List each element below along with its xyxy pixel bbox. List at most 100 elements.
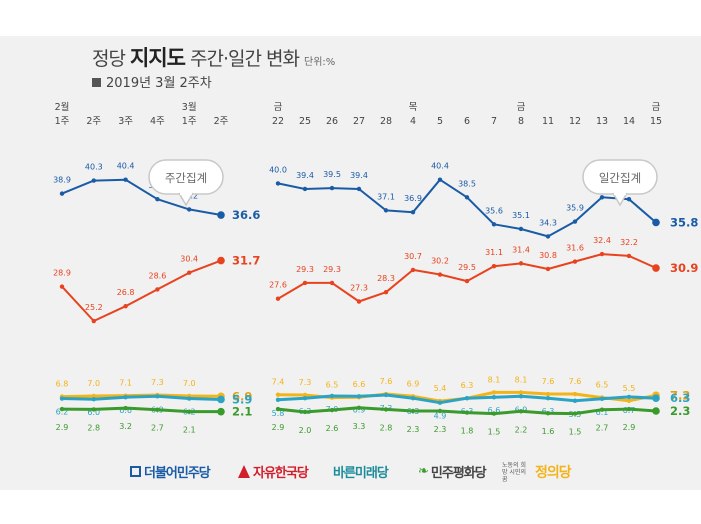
data-label: 29.5 (458, 263, 476, 272)
data-point (275, 406, 281, 412)
data-label: 40.3 (85, 163, 103, 172)
data-label: 25.2 (85, 303, 103, 312)
chart-subtitle: 2019년 3월 2주차 (92, 72, 212, 91)
x-tick-label: 12 (569, 116, 581, 127)
data-label: 30.7 (404, 252, 422, 261)
data-point (91, 178, 97, 183)
data-label: 32.2 (620, 238, 638, 247)
data-label: 28.3 (377, 274, 395, 283)
data-point (217, 256, 225, 265)
data-point (652, 407, 660, 415)
data-point (187, 409, 192, 414)
data-label: 30.2 (431, 257, 449, 266)
end-value-label: 36.6 (232, 208, 260, 222)
unit-label: 단위:% (304, 57, 336, 68)
x-tick-label: 7 (491, 116, 497, 127)
weekly-bubble: 주간집계 (148, 159, 224, 207)
data-point (155, 407, 160, 412)
legend-item: 자유한국당 (238, 462, 309, 481)
series-line-1 (61, 259, 222, 322)
data-label: 29.3 (323, 265, 341, 274)
end-value-label: 2.1 (232, 405, 252, 419)
title-bold: 지지도 (130, 46, 186, 70)
data-point (356, 186, 362, 192)
data-label: 7.6 (380, 377, 393, 386)
data-point (410, 267, 416, 273)
data-label: 7.1 (119, 379, 132, 388)
data-point (59, 406, 65, 412)
data-label: 35.1 (512, 211, 530, 220)
data-point (545, 391, 551, 397)
data-label: 2.6 (326, 424, 339, 433)
data-label: 2.2 (515, 425, 528, 434)
x-tick-label: 4 (410, 116, 416, 127)
data-point (626, 197, 632, 202)
data-label: 39.5 (323, 170, 341, 179)
data-label: 34.3 (539, 218, 557, 227)
data-point (410, 210, 416, 215)
bubble-text: 주간집계 (165, 171, 207, 185)
data-label: 35.9 (566, 204, 584, 213)
x-tick-label: 5 (437, 116, 443, 127)
data-label: 29.3 (296, 265, 314, 274)
data-label: 2.0 (299, 426, 312, 435)
x-tick-label: 1주 (55, 116, 70, 127)
data-label: 38.9 (53, 176, 71, 185)
data-label: 30.4 (180, 255, 198, 264)
x-tick-label: 14 (623, 116, 635, 127)
data-label: 6.3 (461, 381, 474, 390)
bubble-tail-mask (180, 191, 192, 195)
x-tick-label: 금 (274, 102, 283, 113)
data-point (652, 264, 660, 272)
square-bullet-icon (92, 78, 101, 87)
data-point (545, 234, 551, 239)
data-label: 40.4 (431, 162, 449, 171)
data-point (599, 251, 605, 257)
x-tick-label: 8 (518, 116, 524, 127)
data-label: 28.9 (53, 269, 71, 278)
x-tick-label: 목 (409, 102, 418, 113)
data-point (356, 394, 362, 399)
end-value-label: 31.7 (232, 254, 260, 268)
data-point (464, 396, 470, 401)
party-legend: 더불어민주당 자유한국당 바른미래당 ❧ 민주평화당 노동의 희망 시민의 꿈 정의당 (0, 455, 701, 485)
data-point (491, 395, 497, 400)
x-tick-label: 4주 (150, 116, 165, 127)
chart-title: 정당 지지도 주간·일간 변화 단위:% (92, 42, 335, 72)
data-point (383, 392, 389, 398)
data-label: 7.0 (183, 379, 196, 388)
data-label: 2.7 (596, 424, 609, 433)
series-line-4 (61, 406, 221, 414)
data-label: 7.3 (299, 378, 312, 387)
data-label: 36.9 (404, 194, 422, 203)
legend-label: 자유한국당 (253, 466, 309, 481)
data-point (217, 407, 225, 416)
data-point (302, 396, 308, 401)
data-point (329, 393, 335, 399)
end-value-label: 5.9 (232, 392, 252, 406)
end-value-label: 35.8 (670, 215, 698, 229)
data-label: 4.9 (434, 412, 447, 421)
series-line-0 (61, 178, 222, 216)
legend-item: 더불어민주당 (130, 462, 211, 481)
data-label: 2.7 (151, 424, 164, 433)
data-point (437, 177, 443, 182)
data-point (437, 408, 443, 414)
legend-item: 바른미래당 (333, 462, 389, 481)
data-label: 38.5 (458, 179, 476, 188)
data-point (302, 392, 308, 398)
data-label: 39.4 (296, 171, 314, 180)
data-label: 7.6 (569, 377, 582, 386)
data-label: 6.0 (87, 408, 100, 417)
data-point (464, 278, 470, 284)
data-point (187, 270, 192, 275)
data-label: 1.5 (569, 428, 582, 437)
data-point (302, 186, 308, 192)
x-tick-label: 6 (464, 116, 470, 127)
data-label: 5.8 (272, 409, 285, 418)
data-point (329, 407, 335, 413)
data-point (275, 296, 281, 301)
legend-label: 민주평화당 (430, 466, 487, 481)
